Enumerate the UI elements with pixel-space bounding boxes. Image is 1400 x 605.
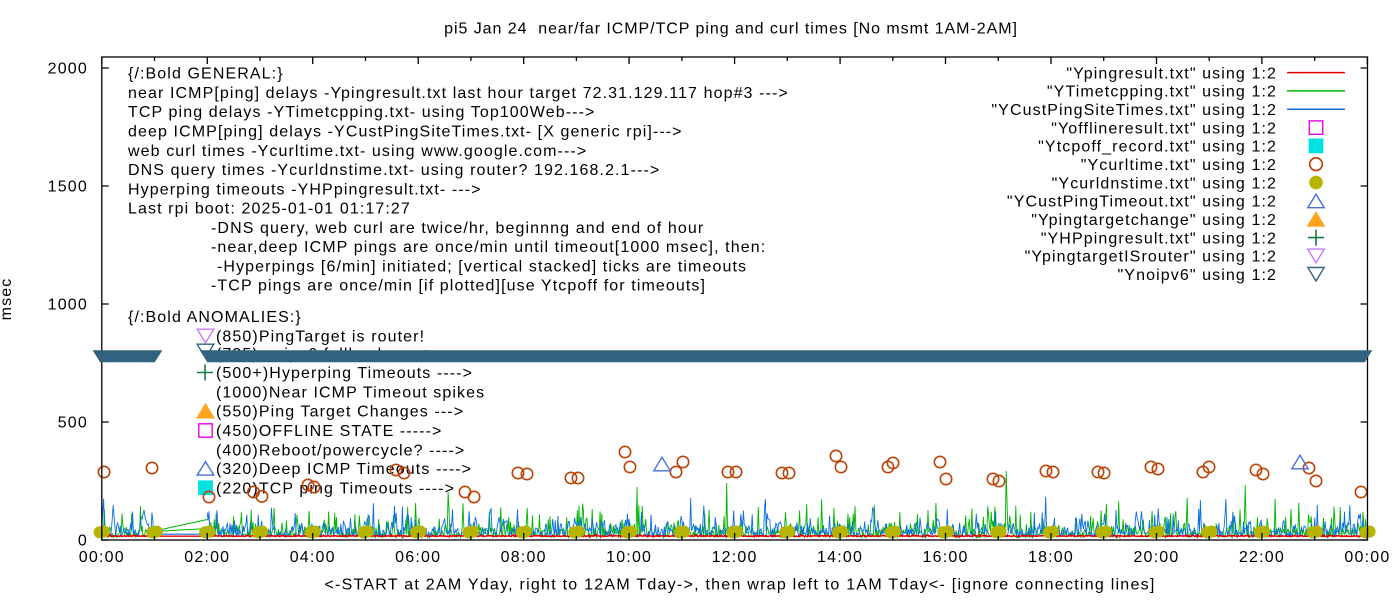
svg-text:TCP ping delays -YTimetcpping.: TCP ping delays -YTimetcpping.txt- using… [128, 104, 595, 121]
svg-text:-near,deep ICMP pings are once: -near,deep ICMP pings are once/min until… [211, 239, 766, 256]
svg-text:near ICMP[ping] delays -Ypingr: near ICMP[ping] delays -Ypingresult.txt … [128, 85, 789, 102]
svg-text:msec: msec [0, 278, 15, 321]
svg-text:18:00: 18:00 [1028, 549, 1074, 566]
svg-text:(1000)Near ICMP Timeout spikes: (1000)Near ICMP Timeout spikes [216, 385, 485, 402]
svg-text:"Ynoipv6" using 1:2: "Ynoipv6" using 1:2 [1118, 267, 1277, 284]
svg-text:08:00: 08:00 [501, 549, 547, 566]
svg-text:"Yofflineresult.txt" using 1:2: "Yofflineresult.txt" using 1:2 [1051, 120, 1277, 137]
svg-text:1500: 1500 [48, 179, 88, 196]
svg-text:(550)Ping Target Changes --->: (550)Ping Target Changes ---> [216, 404, 464, 421]
svg-text:pi5 Jan 24 near/far ICMP/TCP: pi5 Jan 24 near/far ICMP/TCP ping and cu… [444, 21, 1018, 38]
svg-text:500: 500 [58, 415, 88, 432]
svg-text:web curl times -Ycurltime.txt-: web curl times -Ycurltime.txt- using www… [127, 143, 587, 160]
svg-text:"Ypingtargetchange" using 1:2: "Ypingtargetchange" using 1:2 [1031, 212, 1277, 229]
svg-text:"Ypingresult.txt" using 1:2: "Ypingresult.txt" using 1:2 [1066, 65, 1277, 82]
svg-text:2000: 2000 [48, 61, 88, 78]
svg-text:(400)Reboot/powercycle? ---->: (400)Reboot/powercycle? ----> [216, 443, 465, 460]
svg-text:14:00: 14:00 [817, 549, 863, 566]
svg-text:"Ytcpoff_record.txt" using 1:2: "Ytcpoff_record.txt" using 1:2 [1038, 139, 1277, 156]
svg-text:00:00: 00:00 [1344, 549, 1390, 566]
svg-text:"YpingtargetISrouter" using 1:: "YpingtargetISrouter" using 1:2 [1025, 249, 1277, 266]
svg-text:(500+)Hyperping Timeouts ---->: (500+)Hyperping Timeouts ----> [216, 365, 473, 382]
svg-text:-Hyperpings [6/min] initiated;: -Hyperpings [6/min] initiated; [vertical… [217, 258, 747, 275]
svg-text:"Ycurldnstime.txt" using 1:2: "Ycurldnstime.txt" using 1:2 [1052, 175, 1277, 192]
svg-text:"Ycurltime.txt" using 1:2: "Ycurltime.txt" using 1:2 [1081, 157, 1277, 174]
svg-text:deep ICMP[ping] delays -YCustP: deep ICMP[ping] delays -YCustPingSiteTim… [128, 124, 683, 141]
svg-text:22:00: 22:00 [1239, 549, 1285, 566]
svg-text:DNS query times -Ycurldnstime.: DNS query times -Ycurldnstime.txt- using… [128, 162, 660, 179]
svg-text:06:00: 06:00 [395, 549, 441, 566]
svg-text:20:00: 20:00 [1133, 549, 1179, 566]
svg-text:"YCustPingTimeout.txt" using 1: "YCustPingTimeout.txt" using 1:2 [1007, 194, 1277, 211]
svg-text:(320)Deep ICMP Timeouts ---->: (320)Deep ICMP Timeouts ----> [216, 461, 472, 478]
svg-text:04:00: 04:00 [290, 549, 336, 566]
svg-text:02:00: 02:00 [184, 549, 230, 566]
svg-text:"YTimetcpping.txt" using 1:2: "YTimetcpping.txt" using 1:2 [1047, 84, 1277, 101]
svg-text:-DNS query, web curl are twice: -DNS query, web curl are twice/hr, begin… [211, 220, 704, 237]
svg-text:00:00: 00:00 [79, 549, 125, 566]
svg-text:"YCustPingSiteTimes.txt" using: "YCustPingSiteTimes.txt" using 1:2 [991, 102, 1277, 119]
svg-text:1000: 1000 [48, 297, 88, 314]
svg-text:10:00: 10:00 [606, 549, 652, 566]
svg-text:{/:Bold GENERAL:}: {/:Bold GENERAL:} [128, 66, 284, 83]
svg-text:<-START at 2AM Yday, right to: <-START at 2AM Yday, right to 12AM Tday-… [324, 577, 1155, 594]
svg-text:(850)PingTarget is router!: (850)PingTarget is router! [216, 329, 425, 346]
svg-text:16:00: 16:00 [923, 549, 969, 566]
svg-text:-TCP pings are once/min [if pl: -TCP pings are once/min [if plotted][use… [211, 278, 706, 295]
svg-text:Hyperping timeouts -YHPpingres: Hyperping timeouts -YHPpingresult.txt- -… [128, 181, 482, 198]
svg-text:(220)TCP ping Timeouts ---->: (220)TCP ping Timeouts ----> [216, 481, 455, 498]
svg-text:{/:Bold ANOMALIES:}: {/:Bold ANOMALIES:} [128, 309, 302, 326]
svg-text:(450)OFFLINE STATE ----->: (450)OFFLINE STATE -----> [216, 423, 442, 440]
svg-text:"YHPpingresult.txt" using 1:2: "YHPpingresult.txt" using 1:2 [1041, 230, 1277, 247]
svg-text:Last rpi boot: 2025-01-01 01:1: Last rpi boot: 2025-01-01 01:17:27 [128, 201, 411, 218]
svg-text:12:00: 12:00 [712, 549, 758, 566]
svg-text:0: 0 [78, 533, 88, 550]
